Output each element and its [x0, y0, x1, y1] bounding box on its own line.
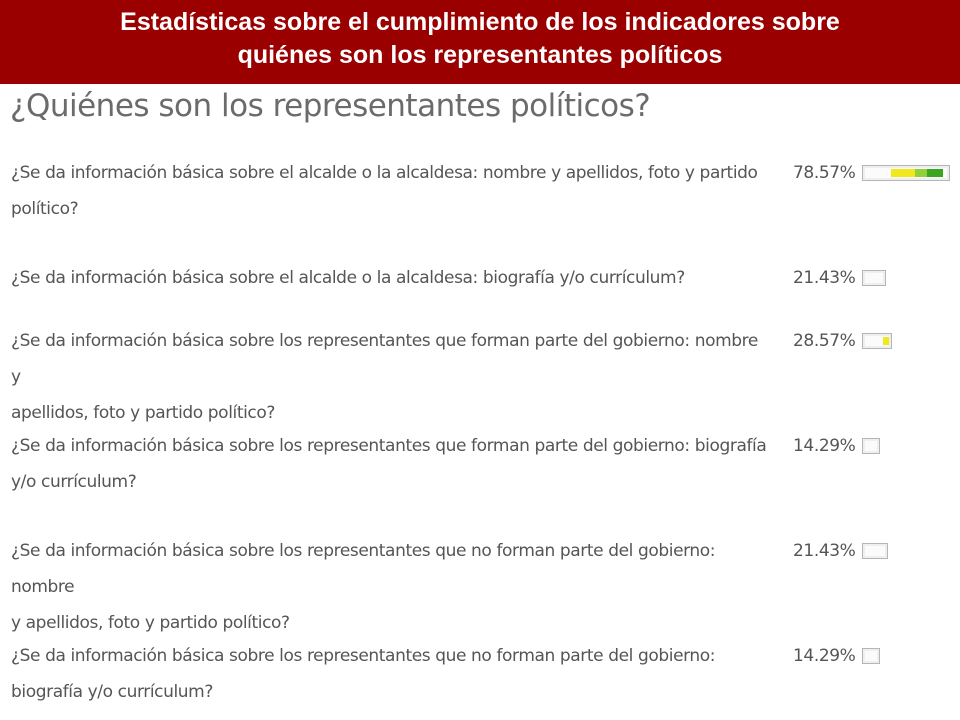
progress-fill-yellow — [891, 169, 915, 177]
indicator-question: ¿Se da información básica sobre el alcal… — [11, 260, 771, 296]
banner-title-line1: Estadísticas sobre el cumplimiento de lo… — [120, 8, 840, 36]
question-line: ¿Se da información básica sobre los repr… — [11, 646, 716, 666]
title-banner: Estadísticas sobre el cumplimiento de lo… — [0, 0, 960, 84]
indicator-question: ¿Se da información básica sobre los repr… — [11, 533, 771, 641]
progress-bar — [862, 438, 880, 454]
progress-bar — [862, 270, 886, 286]
question-line: ¿Se da información básica sobre los repr… — [11, 331, 758, 387]
question-line: ¿Se da información básica sobre los repr… — [11, 541, 716, 597]
question-line: ¿Se da información básica sobre el alcal… — [11, 163, 758, 183]
question-line: y/o currículum? — [11, 472, 137, 492]
indicator-percentage: 14.29% — [793, 436, 856, 456]
progress-bar — [862, 165, 950, 181]
indicator-percentage: 21.43% — [793, 541, 856, 561]
progress-fill-green — [927, 169, 943, 177]
question-line: ¿Se da información básica sobre el alcal… — [11, 268, 685, 288]
indicator-percentage: 21.43% — [793, 268, 856, 288]
progress-fill-light-green — [915, 169, 927, 177]
indicator-percentage: 14.29% — [793, 646, 856, 666]
progress-bar — [862, 543, 888, 559]
indicator-percentage: 28.57% — [793, 331, 856, 351]
progress-fill-yellow — [883, 337, 889, 345]
question-line: y apellidos, foto y partido político? — [11, 613, 290, 633]
indicator-question: ¿Se da información básica sobre los repr… — [11, 323, 771, 431]
question-line: biografía y/o currículum? — [11, 682, 213, 702]
section-heading: ¿Quiénes son los representantes político… — [10, 88, 651, 124]
question-line: apellidos, foto y partido político? — [11, 403, 275, 423]
banner-title-line2: quiénes son los representantes políticos — [237, 41, 723, 69]
indicator-question: ¿Se da información básica sobre el alcal… — [11, 155, 771, 227]
question-line: político? — [11, 199, 79, 219]
question-line: ¿Se da información básica sobre los repr… — [11, 436, 767, 456]
progress-bar — [862, 648, 880, 664]
progress-bar — [862, 333, 892, 349]
indicator-question: ¿Se da información básica sobre los repr… — [11, 428, 771, 500]
indicator-percentage: 78.57% — [793, 163, 856, 183]
indicator-question: ¿Se da información básica sobre los repr… — [11, 638, 771, 710]
